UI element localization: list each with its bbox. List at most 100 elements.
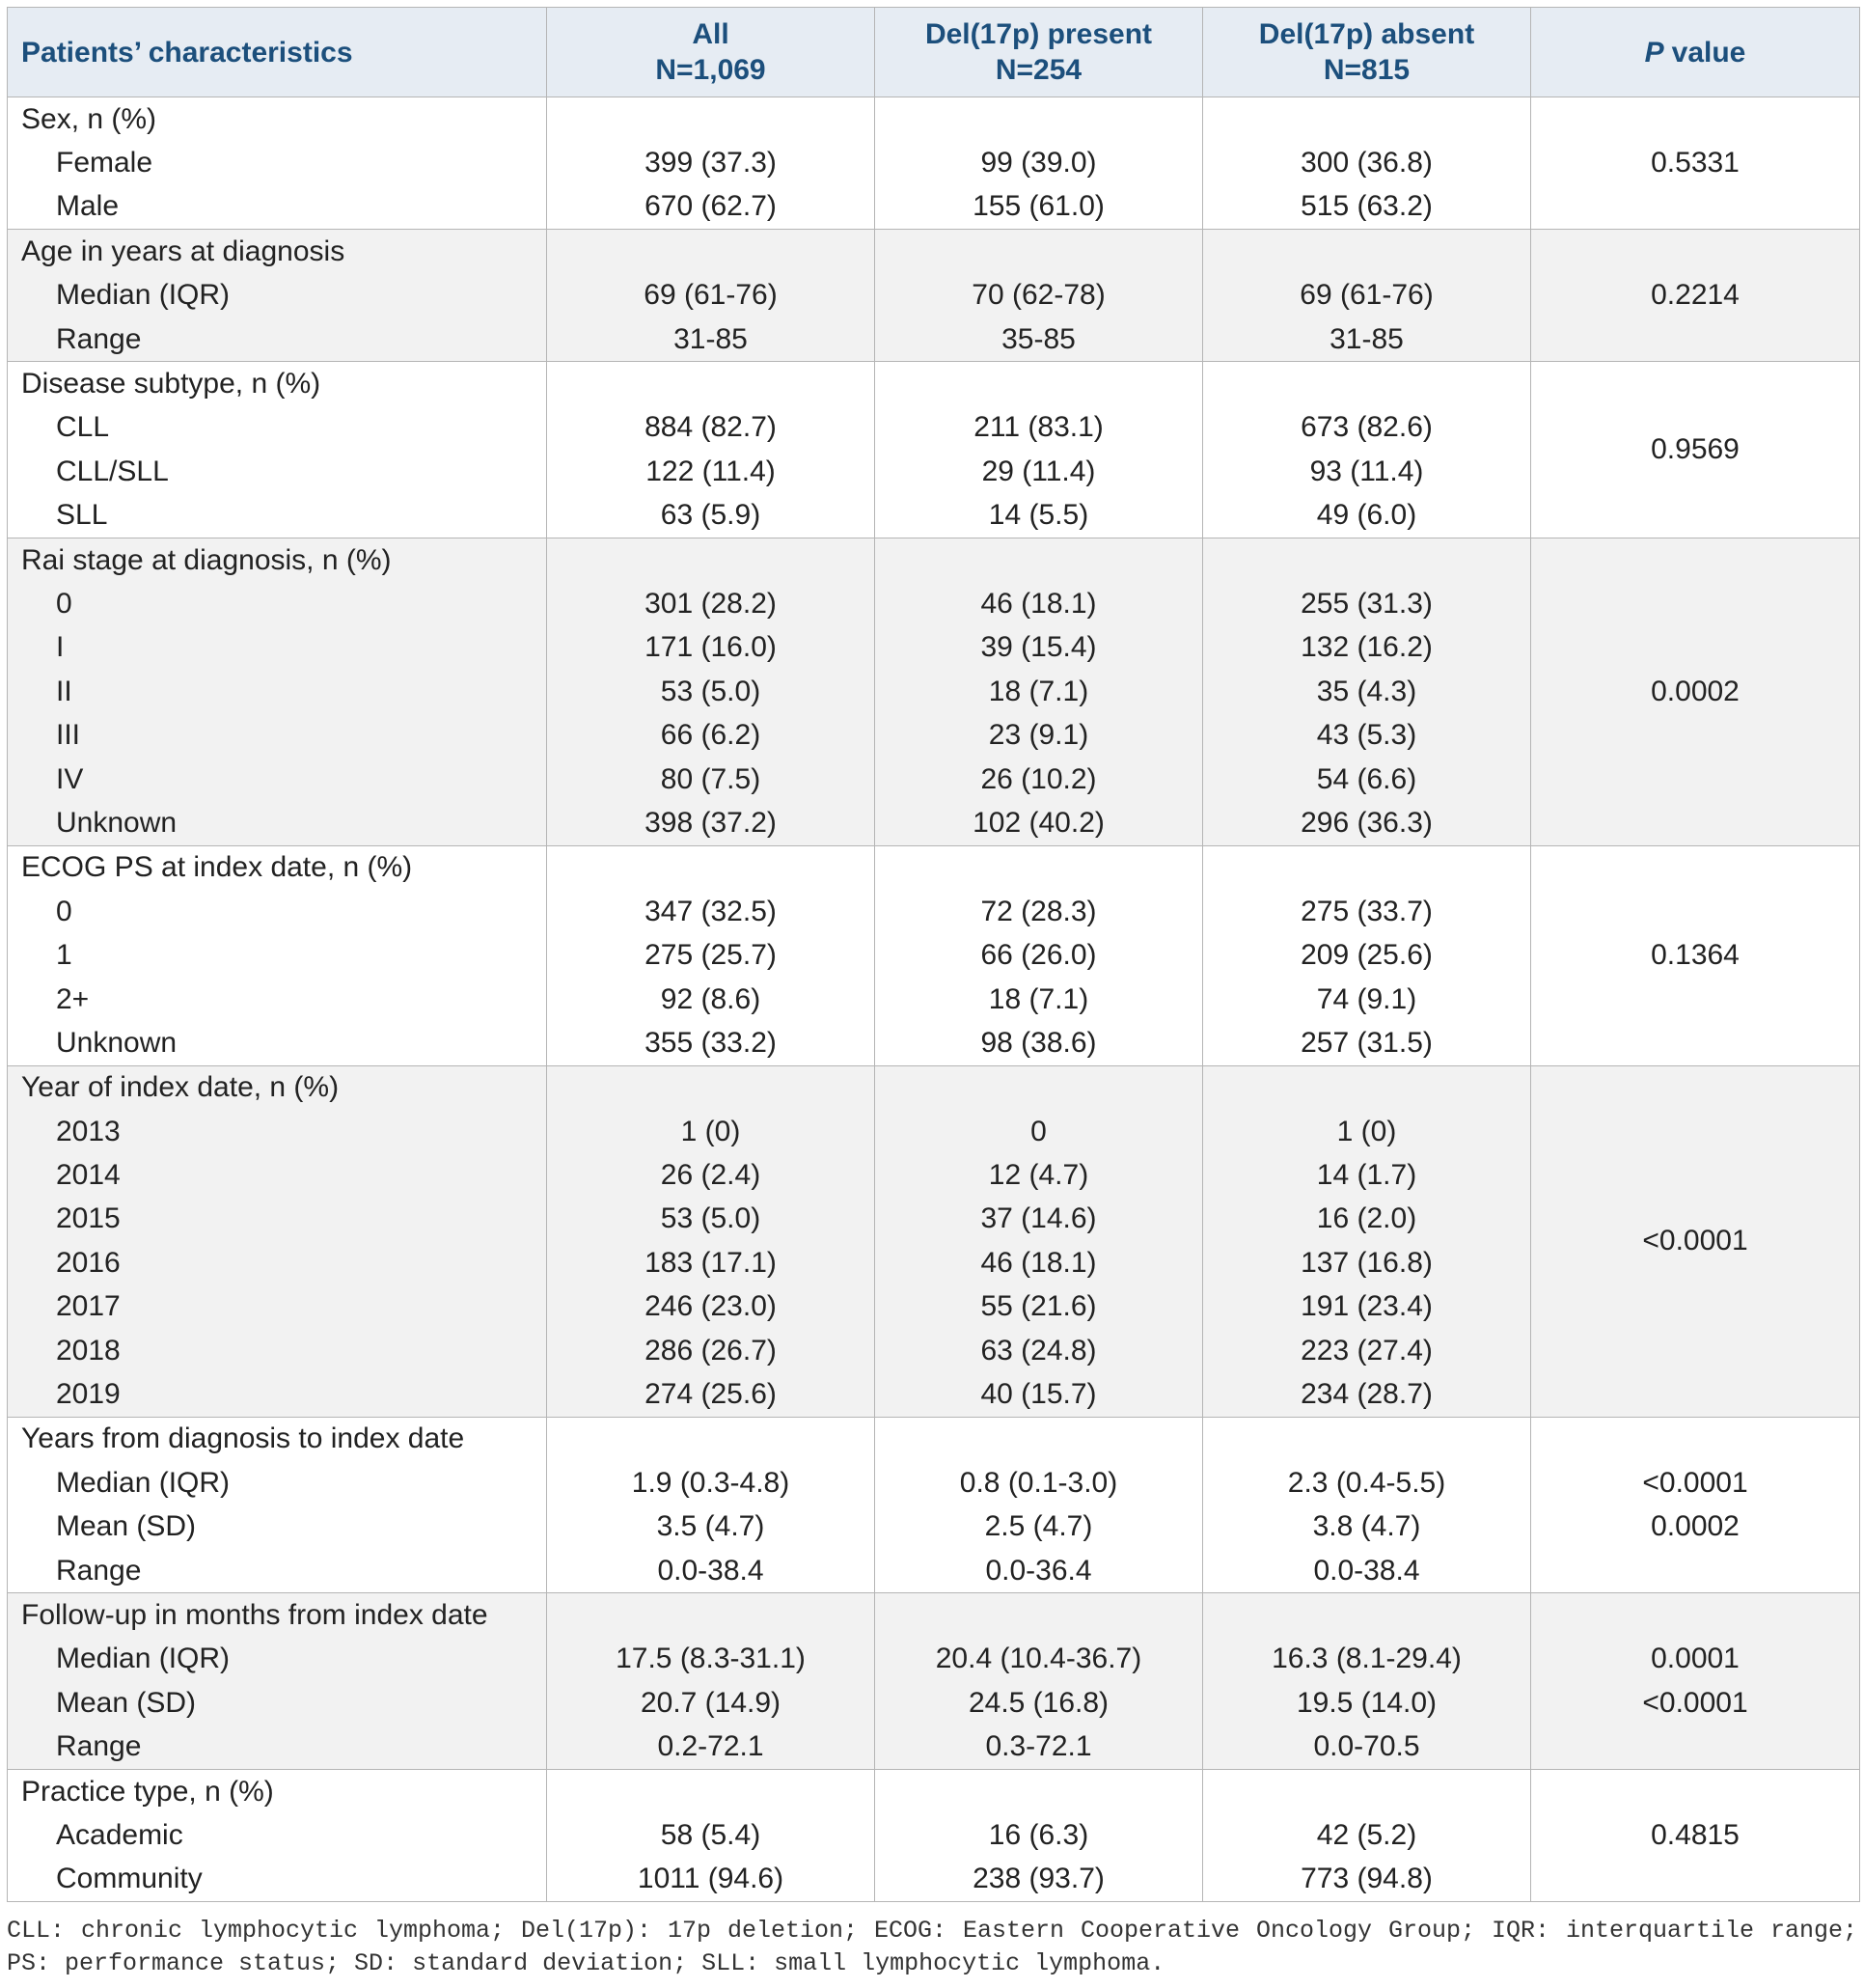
value-cell: 26 (10.2) (874, 757, 1203, 802)
value-cell: 0.3-72.1 (874, 1725, 1203, 1770)
value-cell: 132 (16.2) (1202, 625, 1531, 671)
data-row: I 171 (16.0) 39 (15.4) 132 (16.2) (7, 625, 1860, 671)
group-title: Rai stage at diagnosis, n (%) (7, 538, 547, 583)
value-cell: 49 (6.0) (1202, 493, 1531, 538)
value-cell: 74 (9.1) (1202, 977, 1531, 1022)
value-cell: 19.5 (14.0) (1202, 1681, 1531, 1726)
p-value: 0.9569 (1530, 361, 1860, 538)
row-label: Median (IQR) (56, 1466, 231, 1499)
data-row: 0 347 (32.5) 72 (28.3) 275 (33.7) (8, 890, 1860, 934)
value-cell: 209 (25.6) (1202, 933, 1531, 978)
p-value: 0.4815 (1530, 1769, 1860, 1902)
header-row: Patients’ characteristics All N=1,069 Del(1… (7, 7, 1860, 97)
empty-cell (1202, 845, 1531, 891)
value-cell: 0.0-38.4 (546, 1548, 875, 1593)
data-row: 2015 53 (5.0) 37 (14.6) 16 (2.0) (7, 1197, 1860, 1242)
empty-cell (546, 1592, 875, 1638)
data-row: 2019 274 (25.6) 40 (15.7) 234 (28.7) (7, 1372, 1860, 1418)
group-title-row: Years from diagnosis to index date (8, 1417, 1860, 1462)
empty-cell (874, 538, 1203, 583)
data-row: Median (IQR) 69 (61-76) 70 (62-78) 69 (61-7… (7, 273, 1860, 318)
value-cell: 300 (36.8) (1202, 141, 1531, 185)
value-cell: 286 (26.7) (546, 1328, 875, 1373)
data-row: Community 1011 (94.6) 238 (93.7) 773 (94.8) (8, 1857, 1860, 1902)
data-row: II 53 (5.0) 18 (7.1) 35 (4.3) (7, 670, 1860, 714)
p-value: 0.0002 (1530, 1505, 1860, 1549)
empty-cell (1530, 1417, 1860, 1462)
p-value: <0.0001 (1530, 1065, 1860, 1418)
header-italic: P (1644, 36, 1664, 69)
row-label: 2018 (7, 1328, 547, 1373)
group: Age in years at diagnosis 0.2214 Median (I… (7, 229, 1860, 362)
row-label: III (7, 713, 547, 758)
p-value: 0.1364 (1530, 845, 1860, 1066)
value-cell: 191 (23.4) (1202, 1284, 1531, 1329)
header-line: All (692, 18, 729, 50)
empty-cell (874, 361, 1203, 406)
value-cell: 0.8 (0.1-3.0) (874, 1461, 1203, 1505)
empty-cell (874, 97, 1203, 142)
data-row: Median (IQR) 17.5 (8.3-31.1) 20.4 (10.4-36… (7, 1637, 1860, 1682)
value-cell: 31-85 (546, 317, 875, 362)
value-cell: 1011 (94.6) (546, 1857, 875, 1902)
data-row: Unknown 398 (37.2) 102 (40.2) 296 (36.3) (7, 801, 1860, 846)
group-title-row: Rai stage at diagnosis, n (%) 0.0002 (7, 538, 1860, 846)
value-cell: 72 (28.3) (874, 890, 1203, 934)
value-cell: 63 (24.8) (874, 1328, 1203, 1373)
row-label: Range (7, 1725, 547, 1770)
value-cell: 399 (37.3) (546, 141, 875, 185)
data-row: 2014 26 (2.4) 12 (4.7) 14 (1.7) (7, 1153, 1860, 1198)
value-cell: 63 (5.9) (546, 493, 875, 538)
value-cell: 39 (15.4) (874, 625, 1203, 671)
value-cell: 53 (5.0) (546, 670, 875, 714)
group: Follow-up in months from index date Media… (7, 1592, 1860, 1770)
row-label: Median (IQR) (7, 273, 547, 318)
data-row: 2+ 92 (8.6) 18 (7.1) 74 (9.1) (8, 977, 1860, 1022)
row-label: 1 (56, 939, 72, 972)
header-cell: Del(17p) absent N=815 (1202, 7, 1531, 97)
empty-cell (1202, 1065, 1531, 1110)
value-cell: 35 (4.3) (1202, 670, 1531, 714)
row-label: Range (7, 317, 547, 362)
group: Disease subtype, n (%) 0.9569 CLL 884 (82.7… (7, 361, 1860, 538)
group: Year of index date, n (%) <0.0001 2013 1 (0… (7, 1065, 1860, 1418)
value-cell: 884 (82.7) (546, 405, 875, 451)
value-cell: 3.8 (4.7) (1202, 1505, 1531, 1549)
value-cell: 155 (61.0) (874, 184, 1203, 230)
value-cell: 16.3 (8.1-29.4) (1202, 1637, 1531, 1682)
empty-cell (546, 1417, 875, 1462)
empty-cell (546, 1769, 875, 1814)
value-cell: 238 (93.7) (874, 1857, 1203, 1902)
value-cell: 55 (21.6) (874, 1284, 1203, 1329)
data-row: CLL/SLL 122 (11.4) 29 (11.4) 93 (11.4) (8, 450, 1860, 494)
row-label: Male (56, 190, 120, 223)
row-label: Unknown (7, 801, 547, 846)
value-cell: 53 (5.0) (546, 1197, 875, 1242)
value-cell: 80 (7.5) (546, 757, 875, 802)
value-cell: 102 (40.2) (874, 801, 1203, 846)
empty-cell (1202, 538, 1531, 583)
empty-cell (546, 97, 875, 142)
value-cell: 2.5 (4.7) (874, 1505, 1203, 1549)
value-cell: 58 (5.4) (546, 1813, 875, 1858)
empty-cell (546, 229, 875, 274)
p-value: 0.5331 (1530, 97, 1860, 230)
value-cell: 16 (2.0) (1202, 1197, 1531, 1242)
value-cell: 673 (82.6) (1202, 405, 1531, 451)
group-title-row: ECOG PS at index date, n (%) 0.1364 (8, 845, 1860, 1066)
empty-cell (874, 1769, 1203, 1814)
row-label: 2016 (7, 1241, 547, 1285)
header-line: Del(17p) present (924, 18, 1153, 50)
p-value: 0.0001 (1530, 1637, 1860, 1682)
group-title: Age in years at diagnosis (7, 229, 547, 274)
value-cell: 223 (27.4) (1202, 1328, 1531, 1373)
value-cell: 26 (2.4) (546, 1153, 875, 1198)
empty-cell (874, 1065, 1203, 1110)
value-cell: 515 (63.2) (1202, 184, 1531, 230)
row-label: Mean (SD) (7, 1681, 547, 1726)
header-line: value (1671, 36, 1746, 69)
value-cell: 246 (23.0) (546, 1284, 875, 1329)
row-label: CLL/SLL (56, 455, 169, 487)
data-row: SLL 63 (5.9) 14 (5.5) 49 (6.0) (8, 493, 1860, 538)
